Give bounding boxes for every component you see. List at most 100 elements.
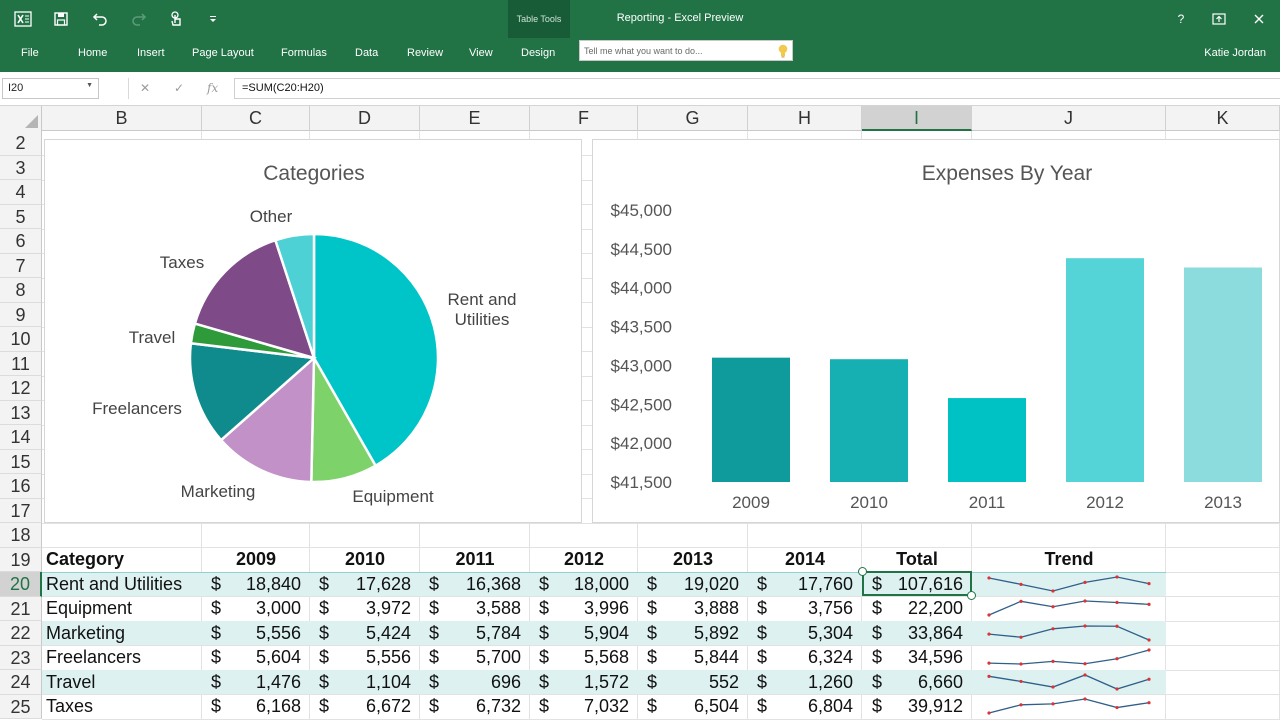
pie-slice-other[interactable] [273,232,316,359]
row-header-5[interactable]: 5 [0,204,42,229]
column-header-h[interactable]: H [748,106,862,131]
redo-icon[interactable] [126,7,152,31]
customize-qat-icon[interactable] [200,7,226,31]
bar-chart-expenses-by-year[interactable]: Expenses By Year $41,500 $42,000 $42,500 $43… [592,139,1280,523]
tell-me-input[interactable] [584,43,769,58]
user-account[interactable]: Katie Jordan [1204,47,1266,59]
enter-check-icon[interactable]: ✓ [174,81,185,95]
value-cell: 6,504 [693,696,739,716]
table-row[interactable]: Travel $1,476 $1,104 $696 $1,572 $552 $1,260 $6… [42,669,1166,694]
row-header-17[interactable]: 17 [0,498,42,523]
pie-label-travel: Travel [129,328,176,347]
row-header-8[interactable]: 8 [0,278,42,303]
tab-review[interactable]: Review [407,47,444,59]
column-header-i[interactable]: I [862,106,972,131]
column-header-f[interactable]: F [530,106,638,131]
table-row[interactable]: Marketing $5,556 $5,424 $5,784 $5,904 $5,892 $… [42,620,1166,645]
sparkline-point [1051,626,1055,630]
column-header-d[interactable]: D [310,106,420,131]
column-header-b[interactable]: B [42,106,202,131]
pie-slice-rent-and-utilities[interactable] [312,232,440,468]
undo-icon[interactable] [87,7,113,31]
touch-mode-icon[interactable] [163,7,189,31]
row-header-15[interactable]: 15 [0,449,42,474]
column-header-j[interactable]: J [972,106,1166,131]
row-header-13[interactable]: 13 [0,400,42,425]
row-header-25[interactable]: 25 [0,694,42,719]
pie-slice-freelancers[interactable] [188,341,317,442]
currency-symbol: $ [647,647,658,667]
row-header-7[interactable]: 7 [0,253,42,278]
currency-symbol: $ [429,671,440,692]
value-cell: 3,000 [255,598,301,618]
row-header-6[interactable]: 6 [0,229,42,254]
chevron-down-icon[interactable]: ▼ [86,82,93,89]
row-header-14[interactable]: 14 [0,425,42,450]
tab-data[interactable]: Data [355,47,379,59]
table-row[interactable]: Taxes $6,168 $6,672 $6,732 $7,032 $6,504 $6,80… [42,694,1166,718]
row-header-23[interactable]: 23 [0,645,42,670]
active-cell-I20[interactable] [862,571,972,596]
table-row[interactable]: Equipment $3,000 $3,972 $3,588 $3,996 $3,888 $… [42,596,1166,620]
row-header-19[interactable]: 19 [0,547,42,572]
row-header-22[interactable]: 22 [0,621,42,646]
row-header-16[interactable]: 16 [0,474,42,499]
fullscreen-icon[interactable] [1206,8,1232,30]
row-header-4[interactable]: 4 [0,180,42,205]
pie-chart-categories[interactable]: Categories Rent and Utilities Equipment Mark… [44,139,582,523]
tab-page-layout[interactable]: Page Layout [192,47,254,59]
table-row[interactable]: Freelancers $5,604 $5,556 $5,700 $5,568 $5,84… [42,645,1166,669]
row-header-2[interactable]: 2 [0,131,42,156]
row-header-24[interactable]: 24 [0,670,42,695]
row-gridline [42,596,1280,597]
category-cell: Rent and Utilities [46,573,183,594]
column-header-k[interactable]: K [1166,106,1280,131]
name-box[interactable]: I20 ▼ [2,78,99,99]
table-row[interactable]: Rent and Utilities $18,840 $17,628 $16,368 $… [42,571,1166,596]
tab-file[interactable]: File [21,47,39,59]
select-all-corner[interactable] [0,106,42,131]
currency-symbol: $ [872,598,883,618]
sparkline-point [1147,637,1151,642]
bar-2011[interactable] [948,398,1026,482]
value-cell: 17,760 [797,573,853,594]
row-header-21[interactable]: 21 [0,596,42,621]
bar-2010[interactable] [830,359,908,482]
row-header-9[interactable]: 9 [0,302,42,327]
row-header-11[interactable]: 11 [0,351,42,376]
row-header-20[interactable]: 20 [0,572,42,597]
bar-2009[interactable] [712,357,790,482]
help-button[interactable]: ? [1177,12,1185,26]
selection-handle-bottom-right[interactable] [967,591,976,600]
row-header-18[interactable]: 18 [0,523,42,548]
tell-me-box[interactable] [579,40,793,61]
column-header-g[interactable]: G [638,106,748,131]
tab-view[interactable]: View [469,47,493,59]
cancel-icon[interactable]: ✕ [140,81,151,95]
row-header-12[interactable]: 12 [0,376,42,401]
tab-design[interactable]: Design [521,47,556,59]
selection-handle-top-left[interactable] [858,567,867,576]
tab-insert[interactable]: Insert [137,47,165,59]
close-icon[interactable] [1246,8,1272,30]
insert-function-icon[interactable]: fx [207,81,219,95]
formula-bar: I20 ▼ ✕ ✓ fx =SUM(C20:H20) [0,72,1280,106]
save-icon[interactable] [48,7,74,31]
bar-2013[interactable] [1184,267,1262,482]
currency-symbol: $ [319,622,330,643]
row-header-3[interactable]: 3 [0,155,42,180]
pie-slice-marketing[interactable] [219,355,316,484]
column-header-c[interactable]: C [202,106,310,131]
value-cell: 5,700 [475,647,521,667]
trend-sparkline [987,648,1151,666]
bar-2012[interactable] [1066,258,1144,482]
tab-formulas[interactable]: Formulas [281,47,327,59]
column-header-e[interactable]: E [420,106,530,131]
tab-home[interactable]: Home [78,47,108,59]
value-cell: 3,588 [475,598,521,618]
currency-symbol: $ [757,696,768,716]
formula-input[interactable]: =SUM(C20:H20) [234,78,1280,99]
trend-sparkline [987,623,1151,642]
row-header-10[interactable]: 10 [0,327,42,352]
